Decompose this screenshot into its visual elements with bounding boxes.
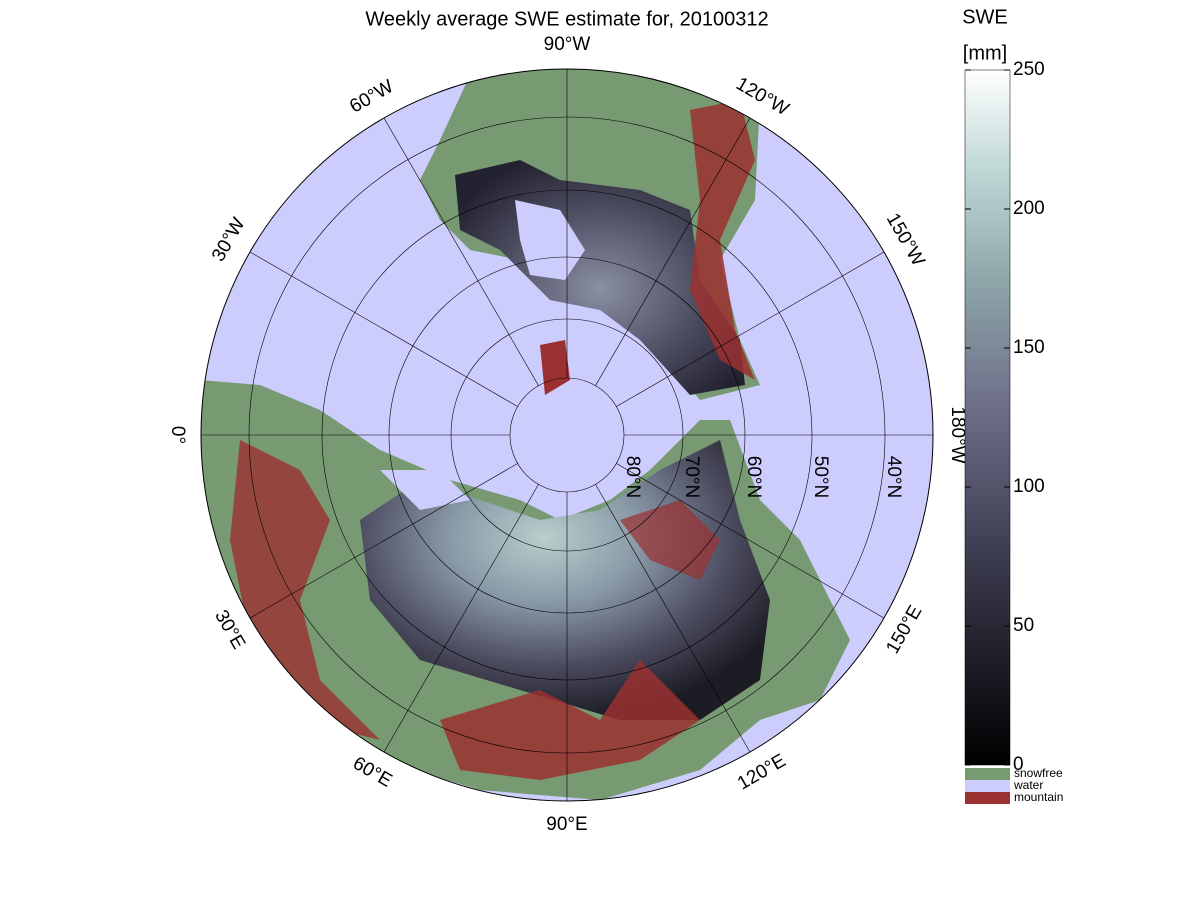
legend-swatch	[965, 768, 1010, 780]
legend-label: snowfree	[1014, 766, 1063, 780]
parallel-label: 40°N	[883, 456, 904, 498]
colorbar	[964, 69, 1011, 766]
meridian	[249, 251, 518, 407]
parallel-label: 70°N	[681, 456, 702, 498]
parallel-label: 60°N	[743, 456, 764, 498]
meridian-label: 90°E	[546, 814, 587, 835]
colorbar-ticks: 0 50 100 150 200 250	[965, 59, 1045, 775]
colorbar-tick-label: 0	[1013, 754, 1024, 775]
meridian	[383, 117, 539, 386]
colorbar-tick-label: 100	[1013, 476, 1045, 497]
meridian	[249, 463, 518, 619]
legend-label: water	[1013, 778, 1043, 792]
meridian	[595, 117, 751, 386]
map-disk	[201, 69, 933, 801]
graticule	[201, 69, 933, 801]
colorbar-tick-label: 50	[1013, 615, 1034, 636]
meridian-label: 0°	[167, 426, 188, 444]
meridian	[383, 484, 539, 753]
meridian-label: 60°E	[349, 753, 395, 792]
meridian	[616, 251, 885, 407]
hudson-bay	[515, 200, 585, 280]
mountain-siberia	[620, 500, 720, 580]
legend-swatch	[965, 780, 1010, 792]
map-border	[200, 68, 934, 802]
colorbar-title: SWE	[962, 6, 1008, 28]
parallel-label: 50°N	[810, 456, 831, 498]
colorbar-tick-label: 200	[1013, 198, 1045, 219]
meridian-label: 30°E	[210, 607, 249, 653]
mountain-rockies	[690, 100, 755, 380]
map-title: Weekly average SWE estimate for, 2010031…	[365, 8, 768, 30]
legend-swatch	[965, 792, 1010, 804]
legend-label: mountain	[1014, 790, 1063, 804]
mountain-central-asia	[440, 660, 700, 780]
colorbar-tick-label: 150	[1013, 337, 1045, 358]
meridian	[616, 463, 885, 619]
colorbar-unit: [mm]	[963, 42, 1007, 64]
meridian-label: 90°W	[544, 34, 591, 55]
baltic	[380, 470, 470, 510]
meridian	[595, 484, 751, 753]
colorbar-tick-label: 250	[1013, 59, 1045, 80]
meridian-label: 60°W	[346, 76, 397, 118]
parallel-label: 80°N	[622, 456, 643, 498]
meridian-label: 180°W	[947, 406, 968, 463]
meridian-label: 120°E	[734, 750, 790, 794]
meridian-label: 30°W	[208, 214, 250, 265]
meridian-label: 150°E	[882, 602, 926, 658]
